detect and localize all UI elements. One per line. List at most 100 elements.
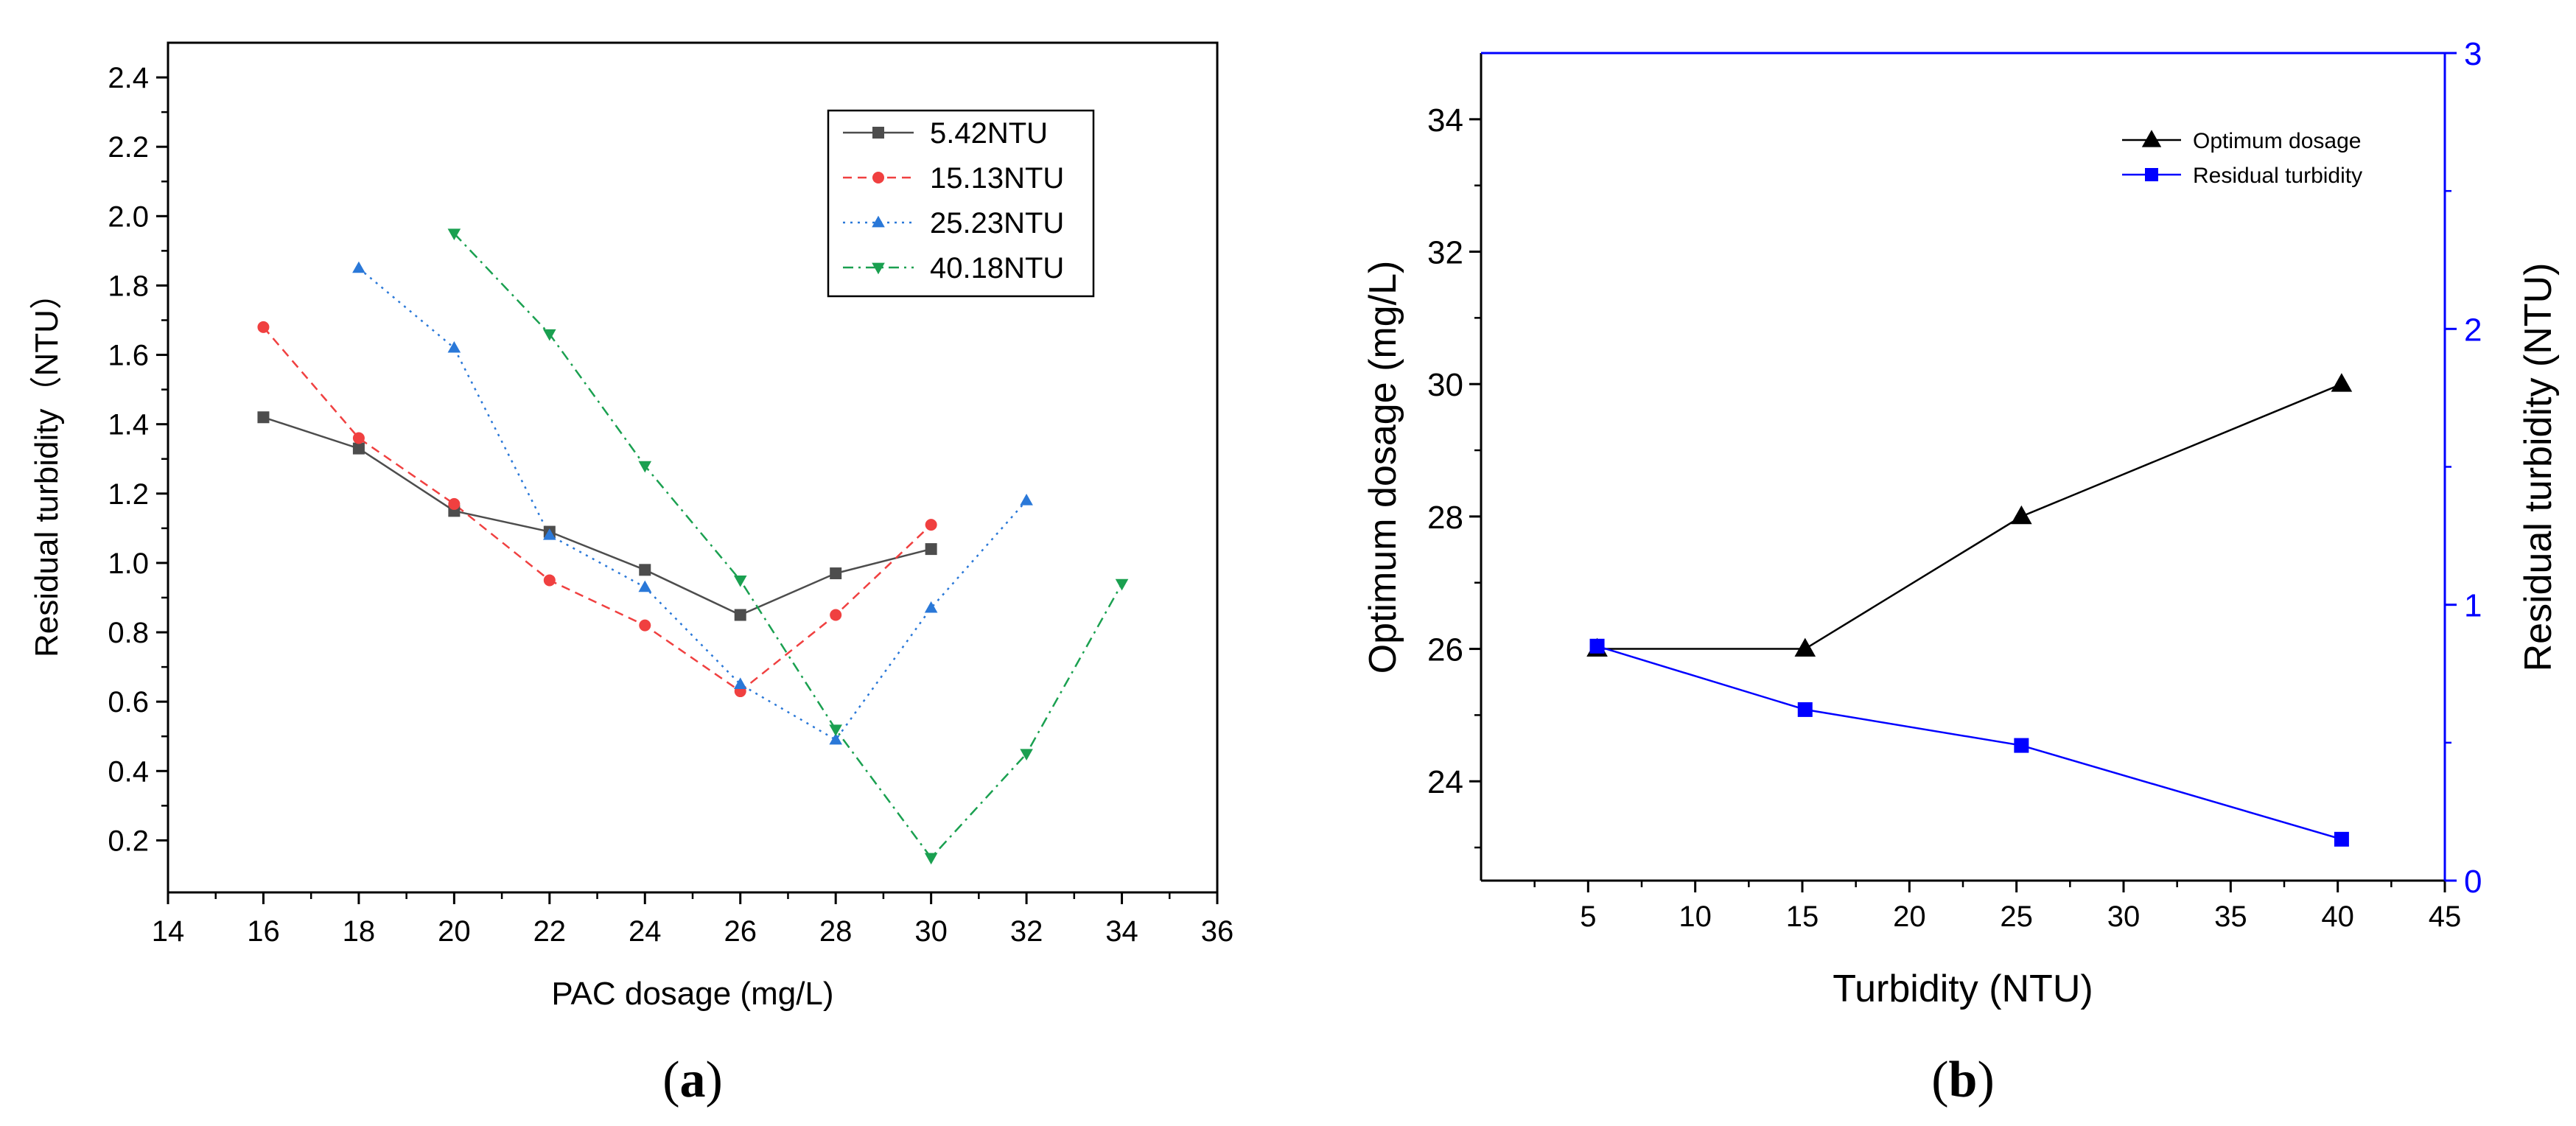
x-tick-label: 30 (914, 915, 948, 948)
x-tick-label: 18 (343, 915, 376, 948)
chart-b-panel-letter: b (1949, 1052, 1978, 1108)
x-tick-label: 35 (2214, 901, 2247, 933)
x-tick-label: 45 (2429, 901, 2462, 933)
chart-a: 14 16 18 20 22 24 26 28 30 32 34 36 0.2 0.4 0.6 0.8 1.0… (29, 41, 1233, 1108)
x-tick-label: 16 (247, 915, 280, 948)
y2-tick-label: 2 (2464, 312, 2482, 348)
chart-a-panel-open-paren: ( (662, 1052, 679, 1108)
series-3-point (447, 228, 461, 241)
legend-label-1: 15.13NTU (930, 162, 1064, 195)
y-tick-label: 2.2 (108, 131, 149, 164)
x-tick-label: 34 (1105, 915, 1138, 948)
y-tick-label: 1.0 (108, 548, 149, 580)
chart-a-panel-letter: a (680, 1052, 706, 1108)
series-1-point (1589, 638, 1605, 654)
series-3-point (1020, 749, 1033, 760)
chart-b-panel-close-paren: ) (1977, 1052, 1994, 1108)
series-0-point (1794, 637, 1816, 657)
chart-b-right-y-axis: 0 1 2 3 (2445, 36, 2482, 900)
chart-a-panel-close-paren: ) (706, 1052, 723, 1108)
series-1-point (2334, 831, 2349, 847)
series-0-point (830, 567, 842, 580)
chart-a-legend: 5.42NTU 15.13NTU 25.23NTU 40.18NTU (827, 109, 1095, 298)
series-line-3 (453, 232, 1123, 859)
series-0-point (257, 411, 270, 424)
series-2-point (924, 601, 938, 613)
chart-b-x-axis-label: Turbidity (NTU) (1833, 968, 2093, 1010)
y2-tick-label: 0 (2464, 864, 2482, 900)
chart-b-series-markers (1586, 373, 2353, 847)
series-3-point (638, 461, 652, 473)
series-1-point (830, 609, 842, 621)
y-tick-label: 24 (1427, 764, 1463, 800)
legend-marker-0 (2141, 130, 2162, 147)
chart-b-left-y-axis: 24 26 28 30 32 34 (1427, 102, 1481, 849)
y-tick-label: 1.4 (108, 409, 149, 441)
series-line-1 (262, 326, 932, 693)
legend-label-0: Optimum dosage (2193, 129, 2361, 153)
series-0-point (734, 609, 746, 621)
y-tick-label: 30 (1427, 367, 1463, 403)
series-line-0 (263, 416, 931, 616)
y-tick-label: 0.4 (108, 755, 149, 788)
series-1-point (2014, 738, 2029, 753)
series-1-point (1797, 702, 1813, 717)
x-tick-label: 20 (1893, 901, 1926, 933)
series-1-point (925, 519, 937, 531)
chart-b: 5 10 15 20 25 30 35 40 45 24 26 28 30 32 34 0 1 2 3 Opti… (1362, 36, 2560, 1108)
x-tick-label: 26 (724, 915, 757, 948)
legend-label-3: 40.18NTU (930, 252, 1064, 284)
y-tick-label: 26 (1427, 632, 1463, 668)
legend-marker-3 (872, 262, 885, 275)
chart-b-panel-open-paren: ( (1931, 1052, 1948, 1108)
series-line-1 (1597, 645, 2342, 841)
x-tick-label: 32 (1010, 915, 1043, 948)
series-0-point (925, 543, 937, 556)
chart-a-series-lines (262, 232, 1123, 859)
series-3-point (829, 724, 842, 737)
series-line-0 (1597, 383, 2342, 650)
series-0-point (2331, 373, 2353, 392)
x-tick-label: 40 (2321, 901, 2354, 933)
legend-marker-0 (872, 127, 884, 139)
series-2-point (543, 528, 556, 540)
legend-marker-2 (872, 215, 885, 228)
legend-label-2: 25.23NTU (930, 207, 1064, 239)
x-tick-label: 20 (438, 915, 471, 948)
chart-a-series-markers (257, 228, 1129, 865)
legend-label-0: 5.42NTU (930, 117, 1048, 150)
series-1-point (257, 321, 270, 333)
y2-tick-label: 1 (2464, 588, 2482, 624)
y-tick-label: 2.0 (108, 200, 149, 233)
y-tick-label: 0.6 (108, 686, 149, 718)
series-3-point (1115, 578, 1129, 591)
chart-a-panel-label: (a) (662, 1052, 723, 1108)
series-2-point (352, 261, 365, 273)
legend-label-1: Residual turbidity (2193, 164, 2362, 188)
chart-a-legend-frame (827, 109, 1095, 298)
y-tick-label: 28 (1427, 500, 1463, 536)
x-tick-label: 22 (533, 915, 567, 948)
y-tick-label: 0.2 (108, 825, 149, 857)
x-tick-label: 28 (819, 915, 853, 948)
series-3-point (543, 329, 556, 341)
series-1-point (639, 619, 651, 632)
chart-a-x-axis-label: PAC dosage (mg/L) (551, 976, 833, 1012)
chart-b-panel-label: (b) (1931, 1052, 1995, 1108)
legend-marker-1 (872, 172, 884, 183)
legend-marker-1 (2145, 168, 2158, 181)
x-tick-label: 14 (152, 915, 185, 948)
series-1-point (352, 432, 365, 444)
series-1-point (448, 497, 461, 510)
chart-b-legend: Optimum dosage Residual turbidity (2122, 129, 2362, 188)
series-3-point (733, 576, 747, 587)
series-0-point (2011, 505, 2032, 525)
chart-b-right-y-axis-label: Residual turbidity (NTU) (2517, 263, 2560, 672)
chart-a-y-axis: 0.2 0.4 0.6 0.8 1.0 1.2 1.4 1.6 1.8 2.0 2.2 2.4 (108, 62, 168, 857)
y-tick-label: 1.6 (108, 340, 149, 372)
x-tick-label: 25 (2000, 901, 2033, 933)
series-0-point (639, 564, 651, 576)
y-tick-label: 1.8 (108, 270, 149, 302)
